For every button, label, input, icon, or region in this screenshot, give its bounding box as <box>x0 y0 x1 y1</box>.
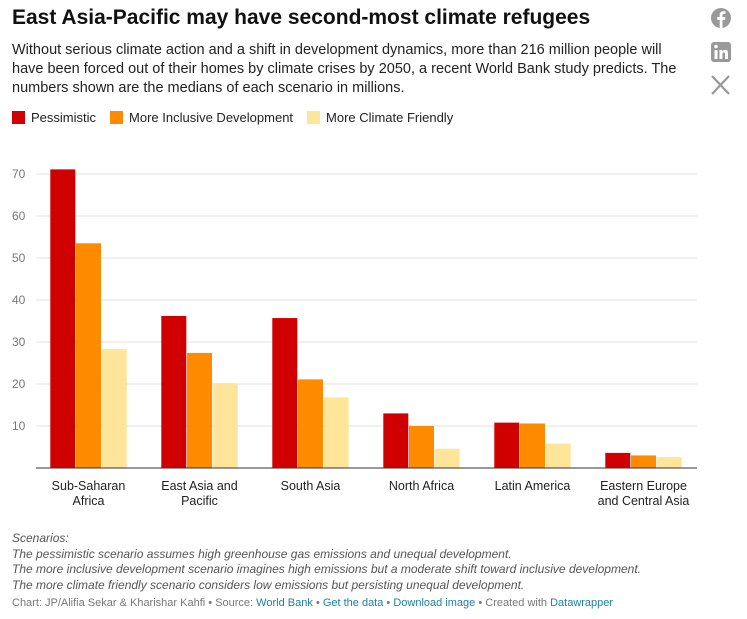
note-line: The pessimistic scenario assumes high gr… <box>12 546 512 561</box>
bar <box>631 455 656 468</box>
legend-swatch <box>110 111 124 124</box>
y-tick-label: 50 <box>12 251 26 265</box>
bar <box>545 443 571 468</box>
bar <box>383 413 409 468</box>
x-tick-label: Sub-Saharan Africa <box>51 479 126 508</box>
note-line: The more inclusive development scenario … <box>12 562 641 576</box>
bar <box>494 422 520 468</box>
x-icon[interactable] <box>711 75 730 95</box>
legend-item: More Inclusive Development <box>110 110 293 125</box>
bar <box>298 379 323 468</box>
bar <box>656 457 682 468</box>
legend-item: Pessimistic <box>12 110 96 125</box>
bar <box>409 426 434 468</box>
note-line: Scenarios: <box>12 531 69 545</box>
y-tick-label: 40 <box>12 293 26 307</box>
note-line: The more climate friendly scenario consi… <box>12 577 525 592</box>
get-data-link[interactable]: Get the data <box>322 597 384 609</box>
bar <box>323 397 349 468</box>
bar <box>50 169 76 468</box>
chart: 10 20 30 40 50 60 70 <box>12 167 697 469</box>
y-tick-label: 60 <box>12 209 26 223</box>
x-tick-label: South Asia <box>280 479 341 493</box>
separator: • <box>315 597 320 609</box>
source-label: Source: <box>215 597 254 609</box>
download-link[interactable]: Download image <box>393 597 476 609</box>
bar <box>272 318 298 468</box>
x-tick-label: Eastern Europe and Central Asia <box>597 479 690 508</box>
bar <box>605 452 631 468</box>
legend-label: Pessimistic <box>31 110 97 125</box>
bar <box>161 315 187 468</box>
linkedin-icon[interactable] <box>711 42 731 62</box>
chart-title: East Asia-Pacific may have second-most c… <box>12 6 591 29</box>
source-line: Chart: JP/Alifia Sekar & Kharishar Kahfi… <box>12 597 613 609</box>
facebook-icon[interactable] <box>711 8 731 28</box>
legend-swatch <box>307 111 321 124</box>
bar <box>212 383 238 468</box>
x-tick-label: North Africa <box>388 479 455 493</box>
separator: • <box>208 597 213 609</box>
bar <box>434 448 460 468</box>
legend-item: More Climate Friendly <box>307 110 453 125</box>
bar <box>101 349 127 468</box>
separator: • <box>386 597 391 609</box>
credit: Chart: JP/Alifia Sekar & Kharishar Kahfi <box>12 597 206 609</box>
y-tick-label: 70 <box>12 167 26 181</box>
bar <box>187 352 212 468</box>
separator: • <box>478 597 483 609</box>
share-icons <box>711 8 731 95</box>
source-link[interactable]: World Bank <box>256 597 313 609</box>
chart-subtitle: Without serious climate action and a shi… <box>12 42 677 96</box>
created-label: Created with <box>485 597 548 609</box>
tool-link[interactable]: Datawrapper <box>550 597 614 609</box>
notes: Scenarios: The pessimistic scenario assum… <box>12 531 641 593</box>
bar <box>76 243 101 468</box>
y-tick-label: 30 <box>12 335 26 349</box>
y-tick-label: 20 <box>12 377 26 391</box>
legend-label: More Climate Friendly <box>326 110 454 125</box>
y-tick-label: 10 <box>12 419 26 433</box>
legend-swatch <box>12 111 25 124</box>
x-tick-label: Latin America <box>494 479 571 493</box>
legend-label: More Inclusive Development <box>129 110 294 125</box>
bar <box>520 423 545 468</box>
x-tick-label: East Asia and Pacific <box>161 479 238 508</box>
legend: Pessimistic More Inclusive Development Mor… <box>12 110 453 125</box>
